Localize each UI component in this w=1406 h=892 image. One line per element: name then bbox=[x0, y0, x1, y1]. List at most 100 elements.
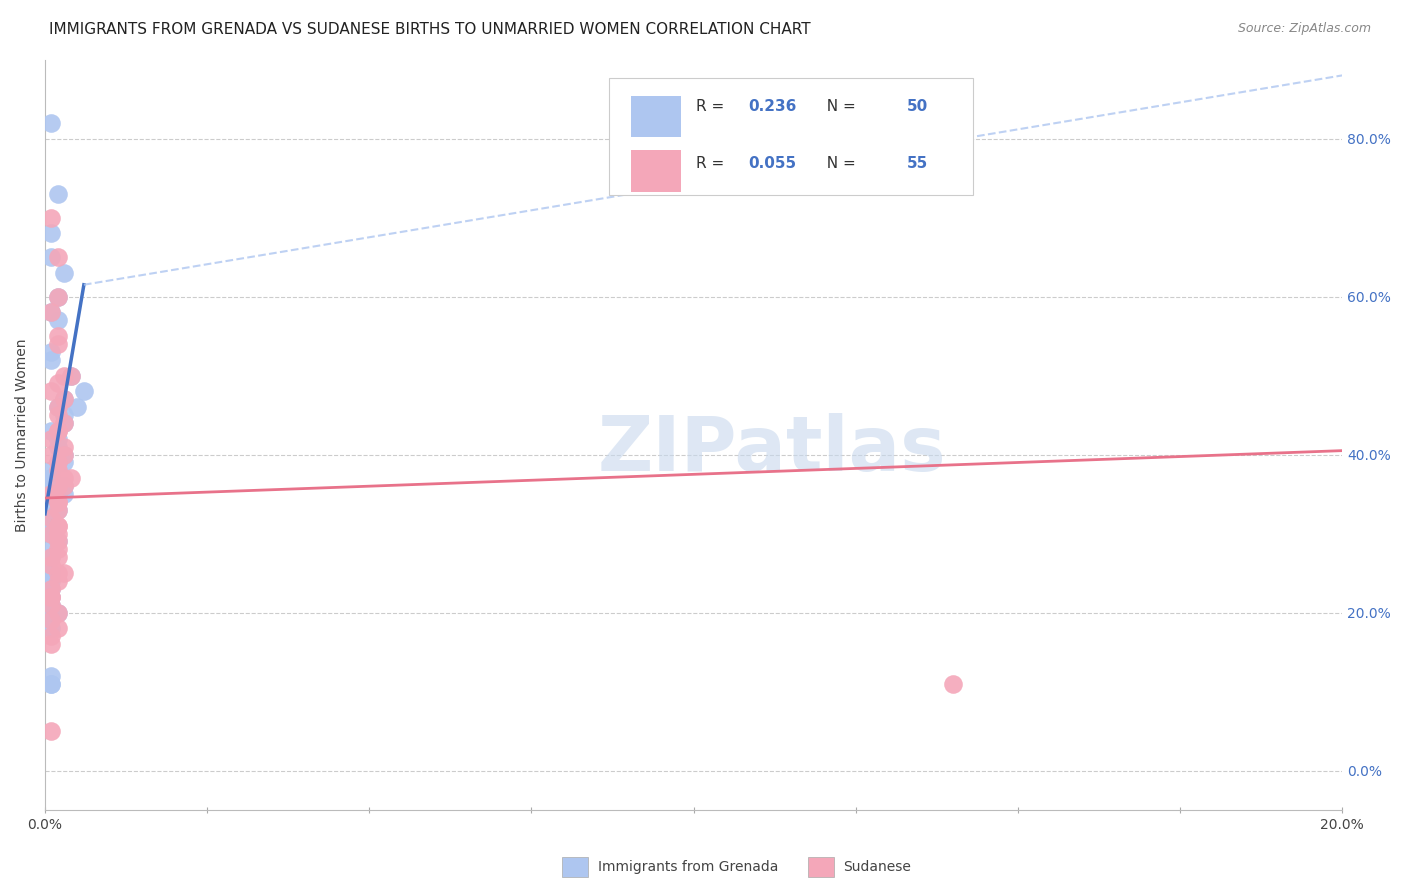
Text: IMMIGRANTS FROM GRENADA VS SUDANESE BIRTHS TO UNMARRIED WOMEN CORRELATION CHART: IMMIGRANTS FROM GRENADA VS SUDANESE BIRT… bbox=[49, 22, 811, 37]
Point bbox=[41, 250, 63, 264]
Point bbox=[46, 432, 69, 446]
Point bbox=[53, 266, 76, 280]
Point bbox=[41, 598, 63, 612]
Point bbox=[41, 495, 63, 509]
Point bbox=[46, 550, 69, 565]
Point bbox=[53, 479, 76, 493]
Point bbox=[41, 463, 63, 477]
Point bbox=[46, 329, 69, 343]
Point bbox=[59, 368, 82, 383]
Point bbox=[41, 606, 63, 620]
Text: Source: ZipAtlas.com: Source: ZipAtlas.com bbox=[1237, 22, 1371, 36]
Point bbox=[41, 724, 63, 739]
Point bbox=[53, 416, 76, 430]
Point bbox=[41, 487, 63, 501]
Text: N =: N = bbox=[817, 99, 860, 114]
Point bbox=[41, 566, 63, 580]
Point bbox=[46, 313, 69, 327]
Point bbox=[41, 637, 63, 651]
Point bbox=[46, 424, 69, 438]
Point bbox=[46, 534, 69, 549]
Point bbox=[53, 416, 76, 430]
Y-axis label: Births to Unmarried Women: Births to Unmarried Women bbox=[15, 338, 30, 532]
Point bbox=[41, 676, 63, 690]
FancyBboxPatch shape bbox=[609, 78, 973, 194]
Point bbox=[41, 305, 63, 319]
Point bbox=[41, 558, 63, 573]
Point bbox=[46, 495, 69, 509]
Point bbox=[46, 479, 69, 493]
Point bbox=[46, 289, 69, 303]
Point bbox=[46, 440, 69, 454]
Point bbox=[41, 432, 63, 446]
Text: Sudanese: Sudanese bbox=[844, 860, 911, 874]
Point bbox=[942, 676, 965, 690]
Point bbox=[46, 495, 69, 509]
Point bbox=[41, 487, 63, 501]
Point bbox=[46, 606, 69, 620]
Point bbox=[46, 487, 69, 501]
Point bbox=[73, 384, 96, 399]
Point bbox=[41, 542, 63, 557]
Text: Immigrants from Grenada: Immigrants from Grenada bbox=[598, 860, 778, 874]
Point bbox=[53, 392, 76, 407]
Point bbox=[59, 471, 82, 485]
Point bbox=[41, 582, 63, 596]
Point bbox=[46, 518, 69, 533]
Point bbox=[41, 526, 63, 541]
Text: 55: 55 bbox=[907, 156, 928, 170]
Point bbox=[46, 463, 69, 477]
Point bbox=[41, 590, 63, 604]
Point bbox=[46, 534, 69, 549]
Point bbox=[41, 352, 63, 367]
Point bbox=[41, 669, 63, 683]
Point bbox=[46, 503, 69, 517]
Point bbox=[41, 582, 63, 596]
Text: R =: R = bbox=[696, 99, 730, 114]
Point bbox=[41, 614, 63, 628]
Point bbox=[41, 384, 63, 399]
Point bbox=[53, 566, 76, 580]
Point bbox=[41, 116, 63, 130]
Point bbox=[46, 455, 69, 469]
Point bbox=[41, 550, 63, 565]
Point bbox=[53, 487, 76, 501]
Point bbox=[46, 526, 69, 541]
Point bbox=[53, 440, 76, 454]
Text: 0.055: 0.055 bbox=[748, 156, 796, 170]
Point bbox=[41, 471, 63, 485]
Point bbox=[41, 574, 63, 588]
Point bbox=[41, 510, 63, 524]
Text: 0.236: 0.236 bbox=[748, 99, 796, 114]
Point bbox=[41, 598, 63, 612]
Point bbox=[46, 606, 69, 620]
Point bbox=[41, 227, 63, 241]
Text: 50: 50 bbox=[907, 99, 928, 114]
Point bbox=[53, 448, 76, 462]
Point bbox=[46, 503, 69, 517]
Point bbox=[46, 400, 69, 414]
Point bbox=[41, 550, 63, 565]
Point bbox=[46, 542, 69, 557]
Point bbox=[46, 574, 69, 588]
Point bbox=[53, 392, 76, 407]
Text: N =: N = bbox=[817, 156, 860, 170]
Point bbox=[41, 510, 63, 524]
Point bbox=[59, 368, 82, 383]
Point bbox=[41, 424, 63, 438]
Point bbox=[46, 337, 69, 351]
Point bbox=[53, 455, 76, 469]
Point bbox=[41, 518, 63, 533]
Point bbox=[46, 479, 69, 493]
Point bbox=[53, 368, 76, 383]
Bar bbox=[631, 151, 681, 192]
Point bbox=[46, 518, 69, 533]
Point bbox=[41, 471, 63, 485]
Point bbox=[46, 455, 69, 469]
Text: ZIPatlas: ZIPatlas bbox=[598, 413, 946, 487]
Bar bbox=[631, 95, 681, 136]
Point bbox=[41, 305, 63, 319]
Point bbox=[46, 250, 69, 264]
Point bbox=[46, 289, 69, 303]
Point bbox=[41, 590, 63, 604]
